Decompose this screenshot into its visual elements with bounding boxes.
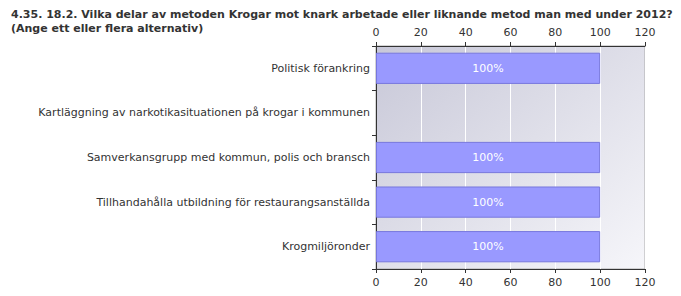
svg-text:0: 0	[373, 26, 380, 39]
svg-text:Samverkansgrupp med kommun, po: Samverkansgrupp med kommun, polis och br…	[87, 151, 370, 164]
svg-text:Krogmiljöronder: Krogmiljöronder	[282, 240, 371, 253]
svg-text:4.35. 18.2. Vilka delar av met: 4.35. 18.2. Vilka delar av metoden Kroga…	[11, 8, 673, 21]
svg-text:Politisk förankring: Politisk förankring	[271, 62, 370, 75]
svg-text:0: 0	[373, 276, 380, 289]
svg-text:60: 60	[504, 26, 518, 39]
svg-text:Tillhandahålla utbildning för: Tillhandahålla utbildning för restaurang…	[95, 196, 370, 209]
svg-text:100: 100	[590, 26, 611, 39]
svg-text:120: 120	[635, 276, 656, 289]
svg-text:20: 20	[414, 276, 428, 289]
svg-text:120: 120	[635, 26, 656, 39]
svg-text:100%: 100%	[472, 151, 503, 164]
svg-text:100%: 100%	[472, 240, 503, 253]
svg-text:100%: 100%	[472, 196, 503, 209]
svg-text:100: 100	[590, 276, 611, 289]
svg-text:(Ange ett eller flera alternat: (Ange ett eller flera alternativ)	[11, 22, 203, 35]
svg-text:20: 20	[414, 26, 428, 39]
svg-text:40: 40	[459, 26, 473, 39]
svg-text:80: 80	[548, 26, 562, 39]
svg-text:Kartläggning av narkotikasitua: Kartläggning av narkotikasituationen på …	[38, 106, 370, 119]
svg-text:40: 40	[459, 276, 473, 289]
svg-text:80: 80	[548, 276, 562, 289]
svg-text:60: 60	[504, 276, 518, 289]
svg-text:100%: 100%	[472, 62, 503, 75]
